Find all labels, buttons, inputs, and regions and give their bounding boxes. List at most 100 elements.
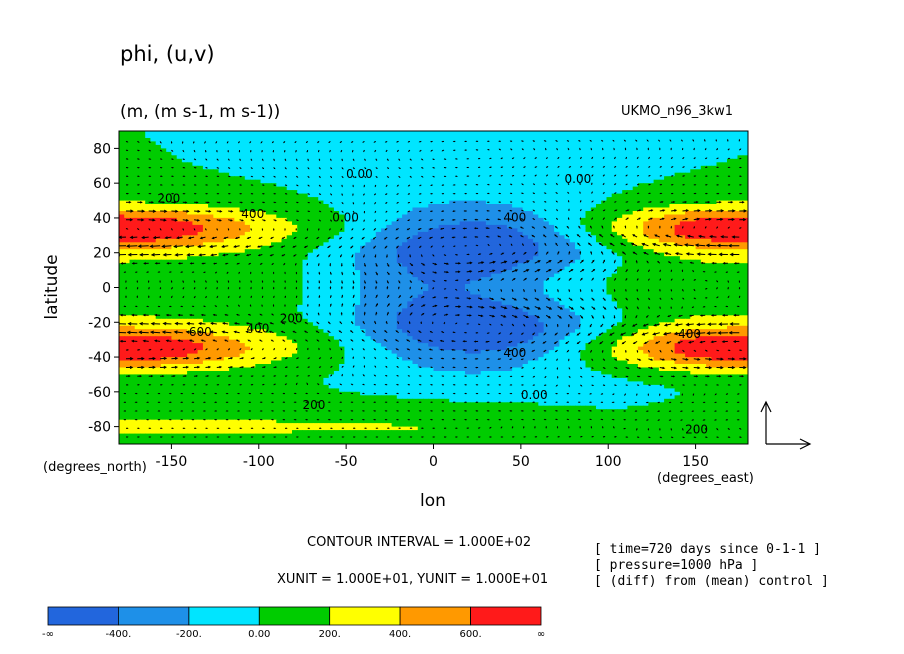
contour-cell	[402, 169, 408, 174]
contour-cell	[522, 151, 529, 156]
contour-cell	[648, 231, 655, 236]
contour-cell	[569, 172, 576, 177]
contour-cell	[690, 141, 697, 146]
contour-cell	[575, 200, 581, 205]
contour-cell	[181, 138, 188, 143]
contour-cell	[438, 162, 445, 167]
contour-cell	[700, 204, 707, 209]
contour-cell	[569, 193, 576, 198]
contour-cell	[328, 197, 335, 202]
contour-cell	[554, 190, 560, 195]
contour-cell	[208, 242, 214, 247]
contour-cell	[365, 158, 372, 163]
contour-cell	[344, 197, 351, 202]
contour-cell	[286, 273, 293, 278]
contour-cell	[354, 214, 361, 219]
contour-cell	[192, 259, 199, 264]
contour-cell	[292, 176, 298, 181]
contour-cell	[454, 214, 461, 219]
contour-cell	[354, 197, 361, 202]
contour-cell	[160, 238, 167, 243]
contour-cell	[417, 211, 424, 216]
contour-cell	[543, 217, 550, 222]
contour-cell	[223, 204, 230, 209]
contour-cell	[700, 144, 707, 149]
contour-cell	[664, 186, 670, 191]
contour-cell	[658, 270, 665, 275]
contour-cell	[491, 238, 497, 243]
contour-cell	[292, 217, 298, 222]
contour-cell	[181, 252, 188, 257]
contour-cell	[695, 165, 702, 170]
contour-cell	[129, 270, 136, 275]
contour-cell	[517, 207, 524, 212]
contour-cell	[491, 204, 497, 209]
contour-cell	[234, 144, 241, 149]
contour-cell	[208, 197, 214, 202]
contour-cell	[160, 179, 167, 184]
contour-cell	[155, 204, 162, 209]
contour-cell	[307, 155, 314, 160]
contour-cell	[648, 211, 655, 216]
contour-cell	[706, 249, 712, 254]
contour-cell	[491, 256, 497, 261]
contour-cell	[271, 144, 277, 149]
contour-cell	[543, 266, 550, 271]
contour-cell	[658, 259, 665, 264]
contour-cell	[365, 176, 372, 181]
contour-cell	[611, 172, 618, 177]
contour-cell	[664, 131, 670, 136]
contour-cell	[721, 270, 728, 275]
contour-cell	[538, 190, 545, 195]
contour-cell	[617, 138, 623, 143]
contour-cell	[648, 151, 655, 156]
contour-cell	[260, 138, 267, 143]
contour-cell	[512, 270, 518, 275]
contour-cell	[271, 141, 277, 146]
contour-cell	[622, 193, 628, 198]
contour-cell	[276, 263, 283, 268]
contour-cell	[679, 228, 686, 233]
contour-cell	[643, 155, 649, 160]
contour-cell	[239, 270, 246, 275]
contour-cell	[700, 176, 707, 181]
contour-cell	[522, 141, 529, 146]
contour-cell	[606, 183, 613, 188]
contour-cell	[407, 155, 414, 160]
contour-cell	[302, 197, 309, 202]
contour-cell	[679, 263, 686, 268]
contour-cell	[391, 238, 398, 243]
contour-cell	[423, 162, 429, 167]
contour-cell	[637, 190, 644, 195]
contour-cell	[381, 228, 387, 233]
contour-cell	[721, 165, 728, 170]
contour-cell	[229, 186, 235, 191]
contour-cell	[485, 162, 492, 167]
contour-cell	[396, 158, 403, 163]
contour-cell	[339, 238, 345, 243]
contour-cell	[475, 266, 482, 271]
contour-cell	[454, 190, 461, 195]
contour-cell	[580, 169, 587, 174]
contour-cell	[512, 190, 518, 195]
contour-cell	[611, 186, 618, 191]
contour-cell	[166, 249, 172, 254]
contour-cell	[381, 179, 387, 184]
contour-cell	[192, 266, 199, 271]
contour-cell	[695, 179, 702, 184]
contour-cell	[637, 259, 644, 264]
contour-cell	[423, 245, 429, 250]
contour-cell	[202, 270, 209, 275]
contour-cell	[533, 242, 539, 247]
contour-cell	[218, 270, 225, 275]
contour-cell	[176, 200, 183, 205]
contour-cell	[360, 214, 366, 219]
contour-cell	[307, 162, 314, 167]
contour-cell	[491, 197, 497, 202]
contour-cell	[658, 134, 665, 139]
contour-cell	[575, 259, 581, 264]
contour-cell	[643, 134, 649, 139]
contour-cell	[412, 221, 419, 226]
contour-cell	[433, 172, 440, 177]
contour-cell	[658, 155, 665, 160]
